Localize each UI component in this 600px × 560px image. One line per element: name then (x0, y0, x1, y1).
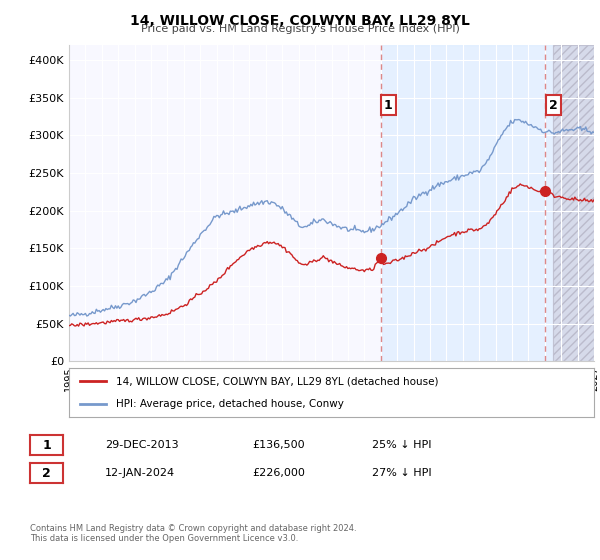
Bar (380, 45, 594, 361)
Text: 29-DEC-2013: 29-DEC-2013 (105, 440, 179, 450)
Text: 27% ↓ HPI: 27% ↓ HPI (372, 468, 431, 478)
Text: 14, WILLOW CLOSE, COLWYN BAY, LL29 8YL: 14, WILLOW CLOSE, COLWYN BAY, LL29 8YL (130, 14, 470, 28)
Text: 14, WILLOW CLOSE, COLWYN BAY, LL29 8YL (detached house): 14, WILLOW CLOSE, COLWYN BAY, LL29 8YL (… (116, 376, 439, 386)
Bar (553, 45, 594, 361)
Text: 1: 1 (384, 99, 392, 111)
Text: £136,500: £136,500 (252, 440, 305, 450)
Text: HPI: Average price, detached house, Conwy: HPI: Average price, detached house, Conw… (116, 399, 344, 409)
Text: 25% ↓ HPI: 25% ↓ HPI (372, 440, 431, 450)
Text: £226,000: £226,000 (252, 468, 305, 478)
Bar (553, 45, 594, 361)
Text: 1: 1 (42, 438, 51, 452)
Text: Contains HM Land Registry data © Crown copyright and database right 2024.
This d: Contains HM Land Registry data © Crown c… (30, 524, 356, 543)
Text: Price paid vs. HM Land Registry's House Price Index (HPI): Price paid vs. HM Land Registry's House … (140, 24, 460, 34)
Text: 2: 2 (549, 99, 557, 111)
Text: 12-JAN-2024: 12-JAN-2024 (105, 468, 175, 478)
Text: 2: 2 (42, 466, 51, 480)
